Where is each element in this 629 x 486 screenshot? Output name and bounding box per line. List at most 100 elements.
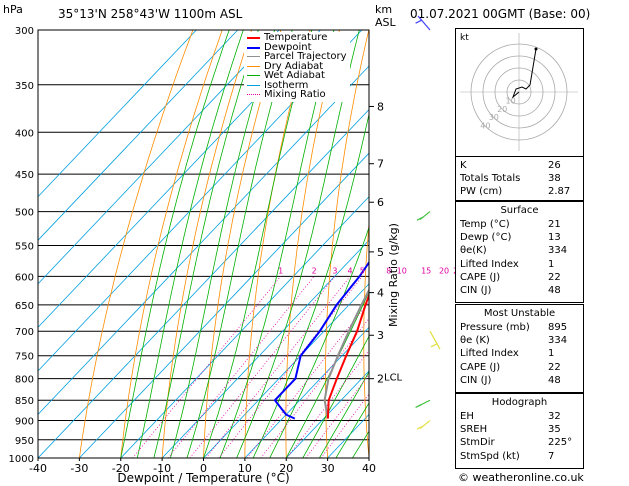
pressure-tick-label: 300	[15, 26, 34, 37]
table-row: PW (cm) 2.87	[460, 185, 579, 198]
wind-barb-flag	[415, 403, 422, 408]
mixing-ratio-label: 10	[397, 266, 407, 275]
row-value: 22	[548, 271, 561, 283]
row-label: Dewp (°C)	[460, 232, 512, 244]
row-label: K	[460, 160, 467, 171]
table-row: Lifted Index 1	[460, 258, 579, 271]
pressure-tick-label: 850	[15, 396, 34, 407]
wind-barb-flag	[415, 19, 422, 24]
row-label: PW (cm)	[460, 186, 503, 198]
table-row: StmSpd (kt) 7	[460, 450, 579, 463]
legend-item: Dry Adiabat	[246, 61, 347, 71]
mixing-ratio-line	[286, 349, 369, 458]
row-value: 1	[548, 348, 555, 360]
dewpoint-line	[273, 260, 369, 420]
row-label: CAPE (J)	[460, 361, 501, 373]
isotherm-line	[161, 239, 369, 458]
row-value: 21	[548, 219, 561, 230]
legend-label: Temperature	[264, 32, 328, 43]
hodograph-table-title: Hodograph	[491, 397, 548, 408]
legend-label: Parcel Trajectory	[264, 51, 347, 62]
row-value: 2.87	[548, 186, 571, 198]
row-value: 334	[548, 245, 568, 257]
row-value: 48	[548, 285, 561, 296]
x-axis-title: Dewpoint / Temperature (°C)	[117, 471, 289, 485]
legend-swatch	[247, 56, 260, 57]
mixing-ratio-label: 3	[332, 266, 337, 275]
row-value: 1	[548, 258, 555, 270]
dry-adiabat-line	[401, 30, 428, 458]
x-tick-label: -20	[112, 462, 130, 475]
table-row: CIN (J) 48	[460, 284, 579, 297]
x-tick-label: 20	[279, 462, 293, 475]
legend-swatch	[247, 37, 260, 39]
legend-label: Isotherm	[264, 79, 309, 91]
row-label: Lifted Index	[460, 348, 519, 360]
datetime-label: 01.07.2021 00GMT (Base: 00)	[410, 7, 591, 21]
height-tick-label: 6	[377, 196, 384, 209]
row-label: θe (K)	[460, 335, 490, 347]
wind-barb-flag	[416, 425, 424, 430]
most-unstable-table: Most Unstable Pressure (mb) 895 θe (K) 334 L…	[455, 304, 584, 393]
pressure-tick-label: 750	[15, 352, 34, 363]
row-label: CIN (J)	[460, 374, 492, 386]
hodograph-trace	[511, 48, 537, 99]
mixing-ratio-line	[167, 276, 315, 458]
height-tick-label: 7	[377, 158, 384, 171]
height-tick-label: 5	[377, 246, 384, 259]
wet-adiabat-line	[120, 30, 230, 458]
wet-adiabat-line	[170, 30, 275, 458]
isotherm-line	[285, 370, 369, 458]
hodograph-unit-label: kt	[460, 33, 469, 43]
legend-item: Parcel Trajectory	[246, 52, 347, 62]
mixing-ratio-label: 2	[312, 266, 317, 275]
mixing-ratio-label: 4	[348, 266, 353, 275]
station-info: 35°13'N 258°43'W 1100m ASL	[58, 7, 243, 21]
wet-adiabat-line	[153, 30, 259, 458]
copyright-label: © weatheronline.co.uk	[458, 471, 584, 484]
dry-adiabat-line	[437, 30, 457, 458]
legend-item: Temperature	[246, 33, 347, 43]
isotherm-line	[244, 326, 369, 458]
hodograph-endpoint	[534, 47, 538, 51]
row-label: Totals Totals	[460, 173, 521, 185]
height-tick-label: 4	[377, 287, 384, 300]
legend-label: Dewpoint	[264, 41, 312, 53]
height-tick-label: 2	[377, 373, 384, 386]
row-label: CIN (J)	[460, 285, 492, 296]
mixing-ratio-label: 8	[386, 266, 391, 275]
isotherm-line	[38, 30, 280, 285]
hodograph-table: Hodograph EH 32 SREH 35 StmDir 225° StmSpd (kt…	[455, 393, 584, 469]
table-row: CIN (J) 48	[460, 374, 579, 387]
row-label: EH	[460, 411, 474, 422]
dry-adiabat-line	[363, 218, 369, 458]
pressure-tick-label: 800	[15, 375, 34, 386]
table-row: Temp (°C) 21	[460, 218, 579, 231]
wet-adiabat-line	[335, 402, 369, 458]
row-value: 7	[548, 450, 555, 462]
mixing-ratio-line	[305, 373, 369, 458]
wet-adiabat-line	[236, 30, 360, 458]
table-row: StmDir 225°	[460, 436, 579, 449]
dry-adiabat-line	[602, 30, 629, 458]
x-tick-label: -30	[70, 462, 88, 475]
wet-adiabat-line	[285, 290, 369, 458]
row-value: 35	[548, 424, 561, 436]
mixing-ratio-label: 1	[278, 266, 283, 275]
legend-swatch	[247, 46, 260, 49]
row-value: 48	[548, 374, 561, 386]
wind-barb-flag	[430, 343, 438, 348]
row-value: 225°	[548, 437, 573, 449]
pressure-tick-label: 700	[15, 327, 34, 338]
wind-barb-flag	[416, 216, 424, 221]
hodograph-panel: 10 20 30 40 kt	[455, 28, 584, 157]
wet-adiabat-line	[203, 30, 313, 458]
pressure-tick-label: 550	[15, 241, 34, 252]
isotherm-line	[79, 152, 369, 458]
x-tick-label: 10	[238, 462, 252, 475]
mixing-ratio-line	[320, 393, 369, 458]
pressure-tick-label: 500	[15, 208, 34, 219]
mixing-ratio-label: 5	[360, 266, 365, 275]
legend-label: Mixing Ratio	[264, 89, 326, 100]
x-tick-label: 40	[362, 462, 376, 475]
